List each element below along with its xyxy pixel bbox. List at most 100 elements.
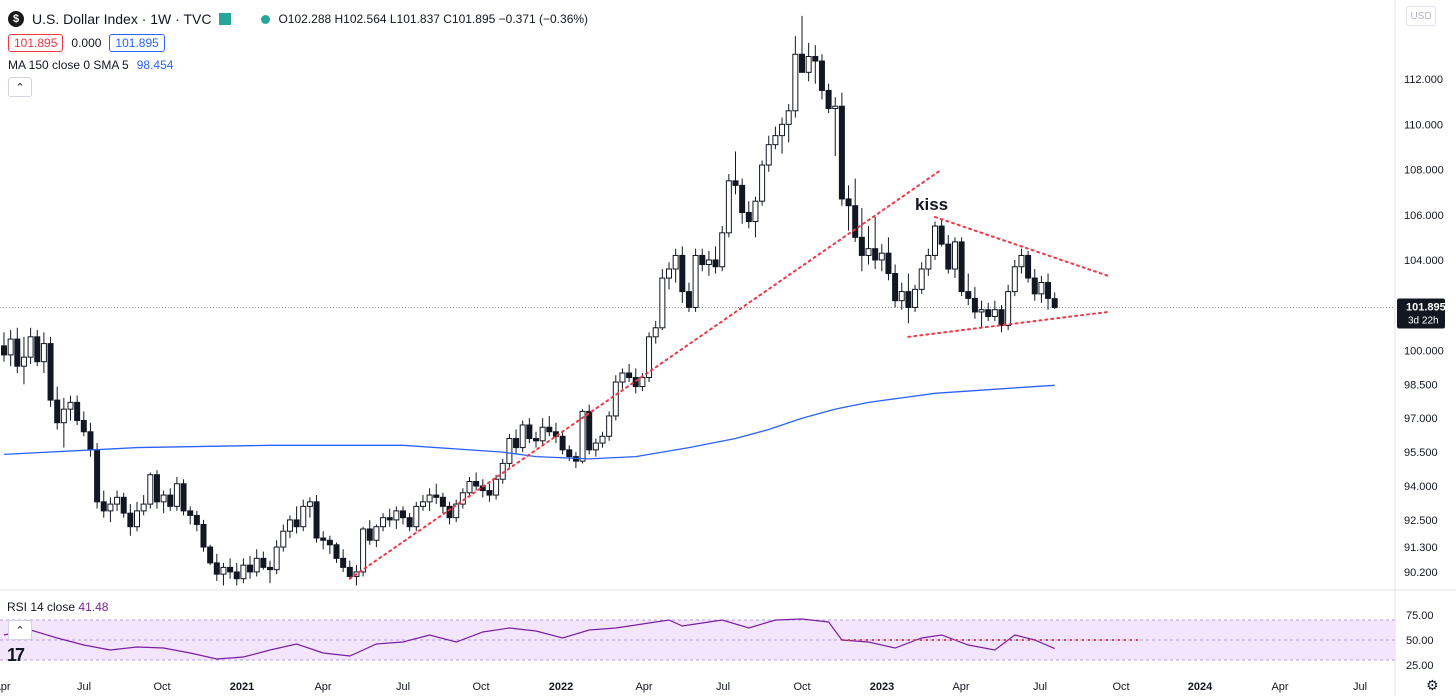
candle [905,273,912,324]
candle [413,501,420,532]
candle-body [705,259,712,265]
candle [971,287,978,319]
candle [247,556,254,579]
candle-body [320,537,327,541]
candle-body [599,435,606,444]
candle-body [326,539,333,546]
price-tick-label: 97.000 [1404,413,1438,425]
candle-body [74,401,81,421]
chevron-up-icon[interactable]: ⌃ [8,77,32,97]
candle [326,535,333,554]
candle-body [413,505,420,528]
candle [938,219,945,247]
candle-body [207,546,214,564]
candle-body [360,528,367,573]
candle [785,103,792,143]
candle-body [872,248,879,261]
candle [100,490,107,518]
trendline [934,216,1109,277]
candle [60,397,67,448]
time-tick-label: Jul [1353,681,1367,693]
candle-body [140,503,147,512]
candle-body [951,241,958,270]
ask-button[interactable]: 101.895 [109,34,165,52]
candle [612,375,619,421]
price-tick-label: 98.500 [1404,379,1438,391]
flag-icon [219,13,232,25]
candle-body [739,184,746,213]
candle [293,506,300,534]
candle-body [20,356,27,367]
settings-gear-icon[interactable]: ⚙ [1426,677,1439,693]
candle [306,497,313,518]
rsi-label[interactable]: RSI 14 close [7,600,76,614]
candle [945,235,952,274]
candle [918,262,925,294]
candle-body [466,480,473,494]
candle-body [526,424,533,440]
time-axis: Apr Jul Oct 2021 Apr Jul Oct 2022 Apr Jul Oct 2023 A… [0,681,1367,693]
candle [739,178,746,224]
price-axis: 112.000 110.000 108.000 106.000 104.000 100.0… [1397,74,1446,672]
candle-body [7,338,14,356]
candle-body [672,254,679,270]
candle-body [493,478,500,496]
bid-button[interactable]: 101.895 [8,34,64,52]
rsi-tick-label: 50.00 [1406,635,1434,647]
candle-body [818,60,825,91]
candle [233,562,240,586]
time-tick-label: Apr [635,681,652,693]
candle-body [14,338,21,367]
candle-body [679,254,686,293]
candle [951,237,958,279]
candle-body [878,252,885,261]
ohlc-readout: O102.288 H102.564 L101.837 C101.895 −0.3… [278,12,589,26]
candle [912,284,919,312]
candle-body [619,372,626,383]
candle [360,526,367,577]
candle [80,411,87,437]
candle [207,544,214,566]
symbol-title[interactable]: U.S. Dollar Index · 1W · TVC [32,11,212,27]
candle [67,395,74,421]
candle-body [233,571,240,580]
ma-label[interactable]: MA 150 close 0 SMA 5 [8,58,129,72]
candle [439,492,446,514]
candle [732,151,739,195]
candle-body [765,144,772,166]
candle [114,490,121,511]
candle-body [114,496,121,505]
candle [20,336,27,385]
currency-label[interactable]: USD [1406,6,1436,26]
candle [599,431,606,448]
time-tick-label: 2022 [549,681,573,693]
candle [958,237,965,297]
price-tick-label: 110.000 [1404,119,1443,131]
candle [140,495,147,516]
candle-body [486,490,493,496]
candle-body [533,438,539,442]
candle [479,479,486,498]
candle [892,264,899,308]
candle [519,420,526,453]
candle [253,549,260,577]
candle-body [1,345,7,356]
time-tick-label: Jul [396,681,410,693]
annotation-kiss: kiss [915,195,948,214]
candle-body [120,496,127,514]
candle [373,524,380,548]
rsi-tick-label: 25.00 [1406,660,1434,672]
rsi-chevron-up-icon[interactable]: ⌃ [8,620,32,640]
candle-body [273,546,280,571]
trendline [348,168,943,580]
candle [772,126,779,150]
candle [273,540,280,575]
rsi-legend: RSI 14 close 41.48 [7,600,108,614]
candle [1025,250,1032,283]
candle [513,429,520,455]
candle [386,508,393,527]
candle-body [400,510,406,519]
candle [34,330,41,367]
candle [1011,259,1018,297]
